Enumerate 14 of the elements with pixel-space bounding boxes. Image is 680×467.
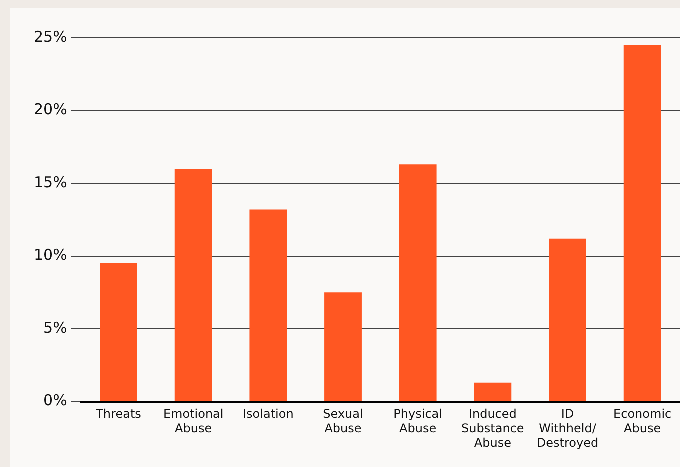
x-tick-label: Isolation	[243, 407, 294, 422]
x-tick-label: Sexual Abuse	[323, 407, 364, 436]
y-tick-label: 20%	[34, 100, 68, 119]
x-tick-label: Physical Abuse	[394, 407, 442, 436]
y-tick-label: 10%	[34, 246, 68, 264]
x-tick-label: Induced Substance Abuse	[462, 407, 524, 450]
y-tick-label: 0%	[44, 392, 68, 410]
x-tick-label: Threats	[95, 407, 142, 422]
y-tick-label: 25%	[34, 28, 68, 46]
x-tick-label: ID Withheld/ Destroyed	[536, 407, 599, 450]
y-tick-label: 15%	[34, 173, 68, 192]
y-tick-label: 5%	[44, 318, 68, 337]
x-tick-label: Economic Abuse	[614, 407, 672, 436]
x-tick-label: Emotional Abuse	[163, 407, 224, 436]
